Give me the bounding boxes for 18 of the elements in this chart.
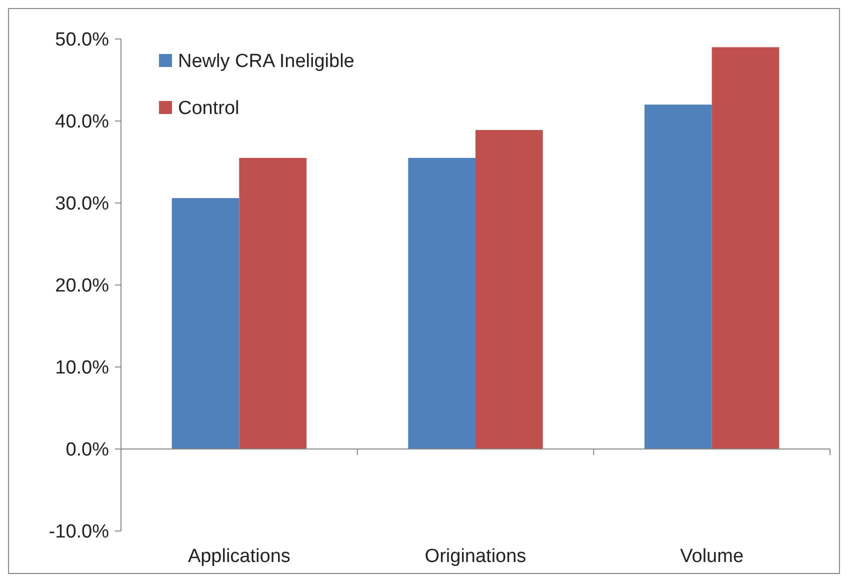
bar	[172, 198, 240, 449]
legend-label: Newly CRA Ineligible	[178, 51, 354, 72]
y-tick-label: 20.0%	[55, 276, 110, 297]
y-tick-label: 50.0%	[55, 30, 110, 51]
bar	[476, 130, 543, 449]
y-tick-label: 0.0%	[66, 440, 110, 461]
bar	[408, 158, 476, 449]
x-tick-label: Applications	[188, 546, 290, 567]
legend-label: Control	[178, 98, 240, 119]
y-tick-label: 40.0%	[55, 112, 110, 133]
bar	[239, 158, 307, 449]
bar	[644, 104, 712, 449]
x-tick-label: Originations	[424, 546, 526, 567]
y-tick-label: -10.0%	[48, 522, 110, 543]
x-tick-label: Volume	[680, 546, 744, 567]
bar	[712, 47, 780, 449]
y-tick-label: 30.0%	[55, 194, 110, 215]
y-tick-label: 10.0%	[55, 358, 110, 379]
